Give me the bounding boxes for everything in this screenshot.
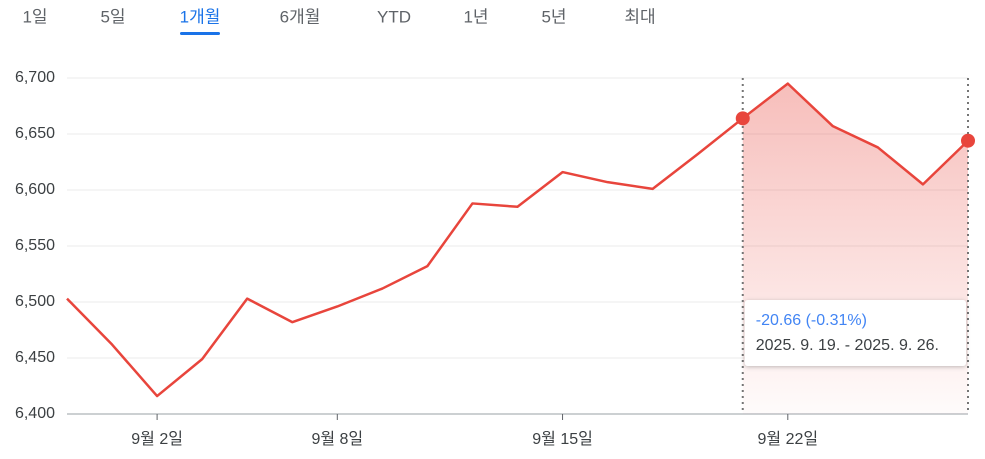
range-tab[interactable]: 5일 — [100, 7, 125, 26]
price-line — [66, 82, 969, 398]
y-tick-label: 6,600 — [15, 181, 55, 198]
tooltip-box — [744, 300, 966, 366]
range-tab[interactable]: 5년 — [541, 7, 566, 26]
x-tick-label: 9월 15일 — [532, 430, 593, 448]
change-label: -20.66 (-0.31%) — [756, 312, 867, 329]
y-tick-label: 6,500 — [15, 293, 55, 310]
y-tick-label: 6,700 — [15, 69, 55, 86]
range-tab[interactable]: 최대 — [624, 7, 655, 26]
x-tick-label: 9월 8일 — [311, 430, 363, 448]
selection-marker — [961, 133, 975, 148]
range-tab[interactable]: 6개월 — [280, 7, 321, 26]
selection-marker — [735, 111, 750, 126]
range-tab[interactable]: YTD — [377, 7, 411, 26]
tooltip: -20.66 (-0.31%) 2025. 9. 19. - 2025. 9. 2… — [744, 300, 966, 366]
y-tick-label: 6,550 — [15, 237, 55, 254]
range-tab[interactable]: 1개월 — [180, 7, 221, 26]
x-tick-label: 9월 22일 — [758, 430, 819, 448]
y-tick-label: 6,400 — [15, 405, 55, 422]
y-tick-label: 6,650 — [15, 125, 55, 142]
range-tab[interactable]: 1년 — [463, 7, 488, 26]
x-tick-label: 9월 2일 — [131, 430, 183, 448]
range-tab[interactable]: 1일 — [22, 7, 47, 26]
tab-underline — [180, 32, 220, 35]
date-range-label: 2025. 9. 19. - 2025. 9. 26. — [756, 337, 939, 354]
y-tick-label: 6,450 — [15, 349, 55, 366]
